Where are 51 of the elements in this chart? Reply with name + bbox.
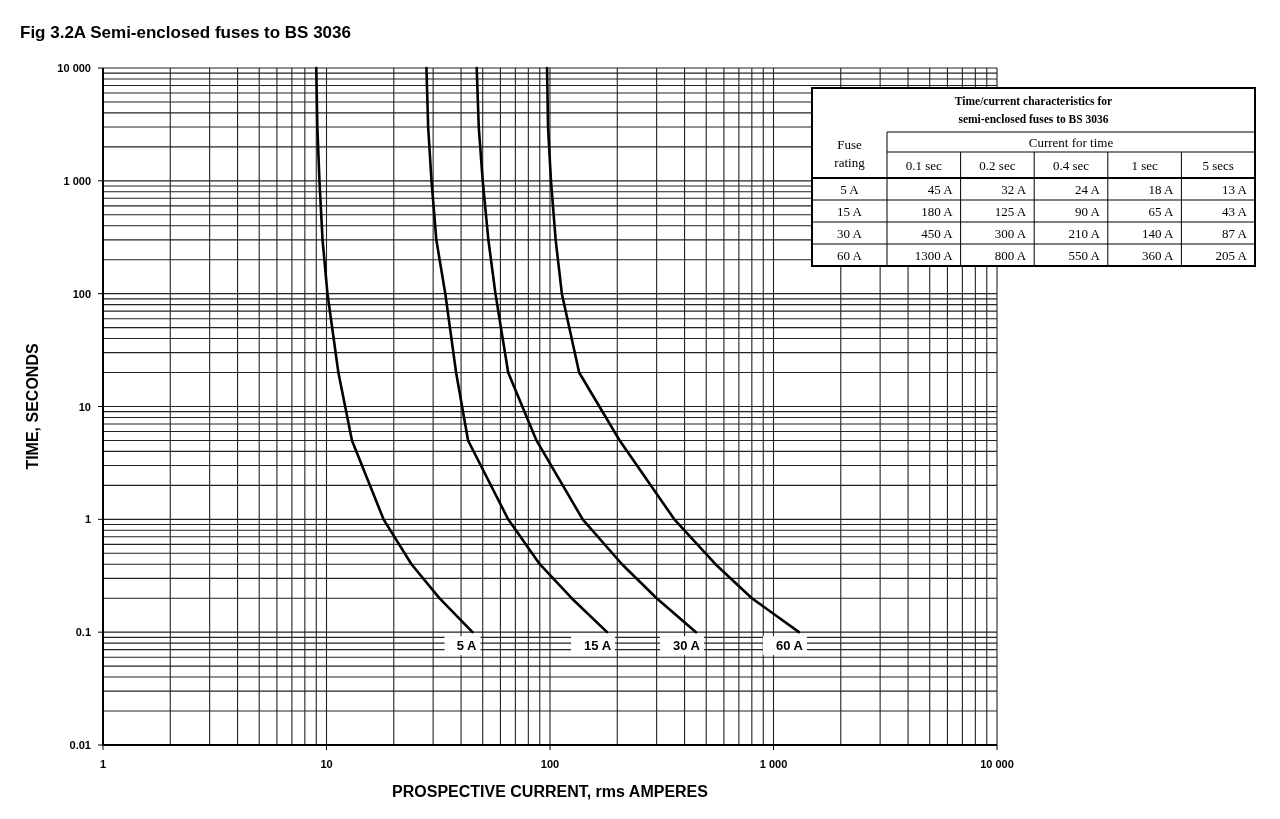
text: 210 A [1068,226,1100,241]
text: 87 A [1222,226,1247,241]
y-tick-label: 0.01 [69,739,91,751]
x-tick-label: 1 000 [759,758,788,770]
series-label: 60 A [775,638,804,654]
series-label: 30 A [673,638,701,654]
text: Fuse rating [834,137,866,170]
category-label: 0.1 sec [905,158,943,173]
text: 205 A [1215,248,1247,263]
x-tick-label: 10 [320,758,333,770]
text: Time/current characteristics for semi-enclosed fuses to BS 3036 [954,95,1113,125]
text: 90 A [1074,204,1100,219]
y-tick-label: 100 [72,287,91,300]
category-label: 15 A [837,204,862,219]
category-label: 5 secs [1202,158,1234,173]
text: 800 A [994,248,1027,263]
text: 550 A [1068,248,1100,263]
text: 45 A [927,182,953,197]
y-tick-label: 1 [84,513,91,526]
text: 18 A [1148,182,1174,197]
y-tick-label: 1 000 [63,174,91,187]
series-label: 5 A [456,638,478,654]
text: 13 A [1222,182,1247,197]
category-label: 60 A [837,248,862,263]
x-tick-label: 1 [99,758,107,770]
text: 24 A [1074,182,1100,197]
y-tick-label: 10 000 [57,62,91,74]
category-label: 30 A [837,226,862,241]
text: 450 A [921,226,953,241]
text: 43 A [1222,204,1247,219]
text: 140 A [1141,226,1174,241]
y-tick-label: 10 [78,400,91,413]
text: 180 A [921,204,953,219]
text: 32 A [1001,182,1027,197]
text: 125 A [994,204,1027,219]
category-label: 0.2 sec [979,158,1016,173]
x-tick-label: 100 [540,758,560,770]
text: 1300 A [914,248,953,263]
x-axis-title: PROSPECTIVE CURRENT, rms AMPERES [392,783,709,800]
y-axis-title: TIME, SECONDS [24,343,41,470]
text: 360 A [1141,248,1174,263]
category-label: 5 A [840,182,859,197]
category-label: 0.4 sec [1052,158,1090,173]
text: 300 A [994,226,1027,241]
series-label: 15 A [584,638,612,654]
category-label: 1 sec [1131,158,1158,173]
text: Current for time [1028,135,1114,150]
text: 65 A [1148,204,1174,219]
chart-title: Fig 3.2A Semi-enclosed fuses to BS 3036 [20,23,351,42]
y-tick-label: 0.1 [75,626,91,639]
x-tick-label: 10 000 [980,758,1014,770]
